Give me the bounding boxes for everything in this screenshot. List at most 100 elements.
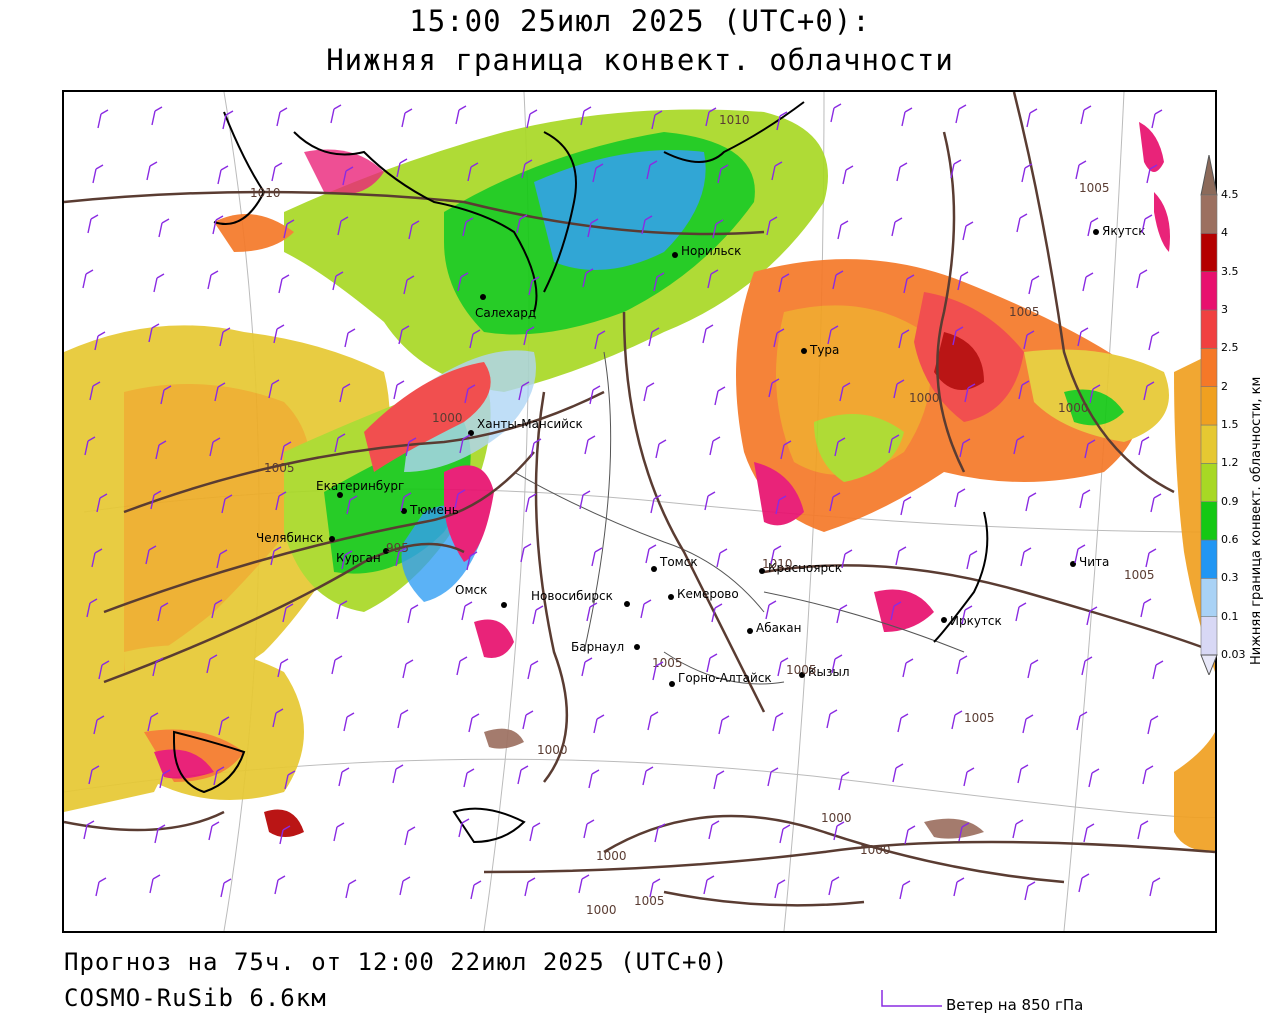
city-barnaul: Барнаул [571, 640, 640, 654]
city-chelyabinsk: Челябинск [256, 531, 335, 545]
legend-tick-label: 2.5 [1221, 341, 1239, 355]
forecast-map: Норильск Якутск Салехард Тура Ханты-Манс… [62, 90, 1217, 933]
wind-barb [455, 105, 467, 125]
svg-text:1005: 1005 [264, 461, 295, 475]
wind-barb [896, 162, 908, 182]
wind-barb [1076, 711, 1088, 731]
wind-barb [1078, 873, 1090, 893]
svg-text:Тура: Тура [809, 343, 839, 357]
wind-barb [1015, 602, 1027, 622]
svg-text:Новосибирск: Новосибирск [531, 589, 613, 603]
wind-barb [640, 599, 652, 619]
wind-barb [206, 654, 218, 674]
legend-swatch [1200, 271, 1218, 311]
svg-text:Красноярск: Красноярск [768, 561, 842, 575]
wind-barb [398, 325, 410, 345]
wind-barb [773, 328, 785, 348]
wind-barb [826, 709, 838, 729]
wind-barb [1013, 435, 1025, 455]
wind-barb [1016, 213, 1028, 233]
wind-barb [1089, 384, 1101, 404]
wind-barb [897, 713, 909, 733]
wind-barb [713, 770, 725, 790]
wind-barb [397, 709, 409, 729]
wind-barb [468, 713, 480, 733]
wind-barb [523, 326, 535, 346]
wind-barb [346, 495, 358, 515]
wind-barb [159, 769, 171, 789]
admin-borders [513, 351, 965, 685]
wind-barb [98, 660, 110, 680]
wind-barb [1084, 439, 1096, 459]
legend-tick-label: 0.9 [1221, 494, 1239, 508]
wind-barb [1020, 547, 1032, 567]
wind-barb [832, 270, 844, 290]
svg-text:1000: 1000 [586, 903, 617, 917]
svg-text:Барнаул: Барнаул [571, 640, 624, 654]
legend-swatch [1200, 386, 1218, 426]
wind-barb [1017, 764, 1029, 784]
legend-swatch [1200, 463, 1218, 502]
wind-barb [1145, 548, 1157, 568]
legend-tick-label: 0.3 [1221, 571, 1239, 585]
wind-barb [1086, 606, 1098, 626]
wind-barb [522, 710, 534, 730]
wind-barb [1151, 109, 1163, 129]
svg-text:Абакан: Абакан [756, 621, 801, 635]
wind-barb [776, 111, 788, 131]
wind-barb [963, 767, 975, 787]
wind-barb [331, 655, 343, 675]
wind-barb [593, 714, 605, 734]
svg-text:1010: 1010 [250, 186, 281, 200]
wind-barb [955, 104, 967, 124]
svg-text:1010: 1010 [762, 557, 793, 571]
wind-barb [1143, 381, 1155, 401]
wind-barb [587, 218, 599, 238]
wind-barb [904, 825, 916, 845]
wind-barb [217, 165, 229, 185]
wind-barb [581, 657, 593, 677]
wind-barb [966, 550, 978, 570]
svg-text:1005: 1005 [1079, 181, 1110, 195]
wind-barb [1024, 881, 1036, 901]
legend-swatch [1200, 616, 1218, 656]
wind-barb [150, 490, 162, 510]
wind-barb [149, 874, 161, 894]
cloud-base-field [64, 109, 1215, 852]
wind-barb [272, 708, 284, 728]
color-scale-legend: 0.03 0.1 0.3 0.6 0.9 1.2 1.5 2 2.5 3 3.5 4 4.5 [1199, 155, 1259, 675]
wind-barb [94, 331, 106, 351]
wind-barb [271, 162, 283, 182]
svg-text:Омск: Омск [455, 583, 487, 597]
wind-barb [890, 601, 902, 621]
wind-barb [97, 109, 109, 129]
legend-tick-label: 1.5 [1221, 418, 1239, 431]
wind-barb [956, 655, 968, 675]
wind-barb [954, 488, 966, 508]
wind-barb [778, 273, 790, 293]
legend-top-arrow [1200, 155, 1218, 196]
svg-text:1000: 1000 [1058, 401, 1089, 415]
svg-text:1005: 1005 [964, 711, 995, 725]
wind-barb [344, 328, 356, 348]
forecast-info: Прогноз на 75ч. от 12:00 22июл 2025 (UTC… [64, 948, 729, 976]
wind-barb [892, 763, 904, 783]
wind-barb [1074, 544, 1086, 564]
wind-barb [218, 716, 230, 736]
wind-barb [280, 441, 292, 461]
legend-swatch [1200, 424, 1218, 464]
svg-text:Иркутск: Иркутск [950, 614, 1002, 628]
wind-barb [525, 493, 537, 513]
wind-barb [655, 439, 667, 459]
wind-barb [770, 545, 782, 565]
legend-bottom-arrow [1200, 654, 1218, 675]
wind-barb [891, 217, 903, 237]
wind-barb [1081, 656, 1093, 676]
wind-barb [767, 767, 779, 787]
wind-barb [268, 379, 280, 399]
city-gorno-altaysk: Горно-Алтайск [669, 671, 772, 687]
wind-barb [528, 276, 540, 296]
wind-barb [578, 874, 590, 894]
wind-barb [530, 438, 542, 458]
wind-barb [903, 274, 915, 294]
